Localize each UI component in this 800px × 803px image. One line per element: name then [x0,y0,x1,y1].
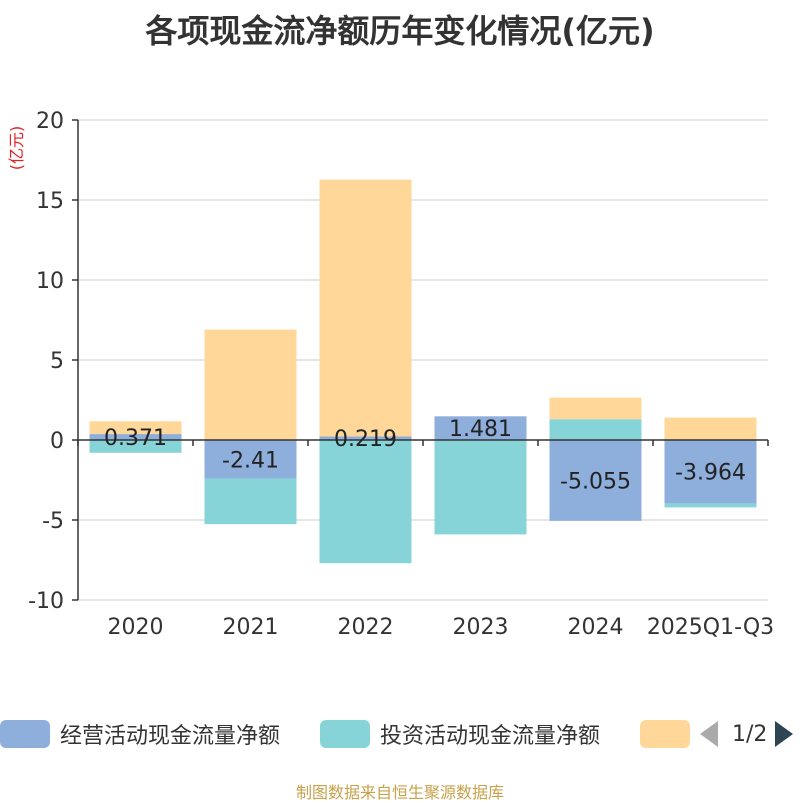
bar-2-2024[interactable] [549,419,642,440]
bar-3-2020[interactable] [89,421,182,435]
legend-page-indicator: 1/2 [732,721,768,747]
gridlines [78,119,768,601]
bar-3-2022[interactable] [319,179,412,437]
legend: 经营活动现金流量净额 投资活动现金流量净额 1/2 [0,716,800,756]
bar-3-2021[interactable] [204,329,297,440]
legend-item-operating[interactable]: 经营活动现金流量净额 [0,716,280,752]
x-tick-label: 2025Q1-Q3 [647,615,774,640]
bars [89,179,757,564]
bar-1-2021[interactable] [204,440,297,479]
data-labels: 0.371 -2.41 0.219 1.481 -5.055 -3.964 [104,417,746,494]
x-tick-label: 2021 [223,615,279,640]
chart-title: 各项现金流净额历年变化情况(亿元) [145,12,655,50]
data-label: -2.41 [222,448,279,473]
legend-item-financing[interactable] [640,716,690,752]
legend-item-investing[interactable]: 投资活动现金流量净额 [320,716,600,752]
bar-2-2023[interactable] [434,440,527,535]
bar-1-2022[interactable] [319,436,412,440]
bar-3-2025Q1-Q3[interactable] [664,417,757,440]
bar-1-2020[interactable] [89,434,182,440]
legend-label-investing: 投资活动现金流量净额 [380,724,601,749]
x-tick-label: 2022 [338,615,394,640]
legend-swatch-investing [320,720,370,748]
y-axis-unit-label: (亿元) [7,126,26,171]
axes [77,120,769,600]
bar-2-2022[interactable] [319,440,412,564]
legend-label-operating: 经营活动现金流量净额 [60,724,281,749]
y-tick-label: -5 [42,509,64,534]
y-tick-label: 20 [36,109,64,134]
x-tick-label: 2024 [568,615,624,640]
bar-2-2021[interactable] [204,478,297,525]
bar-3-2024[interactable] [549,397,642,420]
x-tick-label: 2023 [453,615,509,640]
y-tick-label: 5 [50,349,64,374]
x-axis-ticks: 2020 2021 2022 2023 2024 2025Q1-Q3 [108,615,775,640]
legend-swatch-operating [0,720,50,748]
data-label: 0.219 [334,427,397,452]
bar-2-2020[interactable] [89,440,182,453]
bar-1-2024[interactable] [549,440,642,521]
data-label: -5.055 [560,469,631,494]
next-page-icon[interactable] [775,721,794,747]
bar-1-2023[interactable] [434,416,527,440]
y-axis-ticks: 20 15 10 5 0 -5 -10 [28,109,78,614]
y-tick-label: -10 [28,589,64,614]
legend-pager: 1/2 [700,716,794,752]
source-note: 制图数据来自恒生聚源数据库 [295,783,504,802]
data-label: -3.964 [675,461,746,486]
data-label: 0.371 [104,426,167,451]
previous-page-icon[interactable] [700,721,718,747]
legend-swatch-financing [640,720,690,748]
x-tick-label: 2020 [108,615,164,640]
data-label: 1.481 [449,417,512,442]
y-tick-label: 0 [50,429,64,454]
bar-2-2025Q1-Q3[interactable] [664,503,757,508]
y-tick-label: 10 [36,269,64,294]
y-tick-label: 15 [36,189,64,214]
bar-1-2025Q1-Q3[interactable] [664,440,757,504]
